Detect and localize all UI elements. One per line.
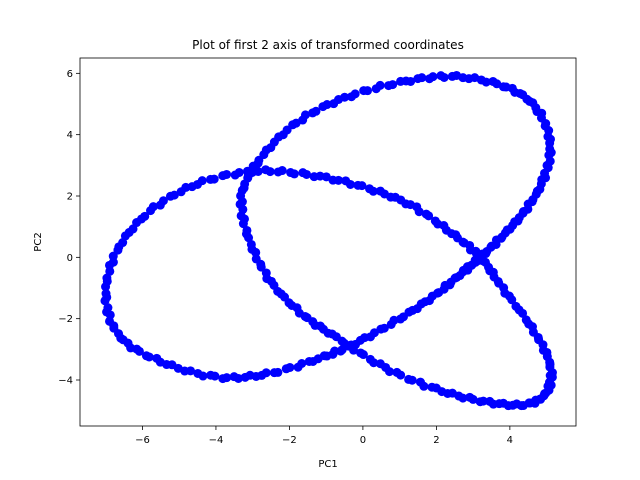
data-point [285,362,295,372]
data-point [186,366,196,376]
data-point [458,393,468,403]
data-point [371,84,381,94]
data-point [113,245,123,255]
data-point [346,92,356,102]
data-point [375,186,385,196]
data-point [230,170,240,180]
data-point [353,180,363,190]
y-tick-label: 6 [67,69,73,80]
y-axis-label: PC2 [33,232,44,251]
data-point [134,346,144,356]
data-point [341,176,351,186]
data-point [261,368,271,378]
data-point [256,262,266,272]
data-point [424,74,434,84]
y-tick-label: 4 [67,130,73,141]
data-point [273,367,283,377]
data-point [421,209,431,219]
data-point [100,296,110,306]
data-point [413,74,423,84]
data-point [436,71,446,81]
x-axis-ticks: −6 −4 −2 0 2 4 [135,426,513,446]
data-point [222,373,232,383]
data-point [407,375,417,385]
chart-title: Plot of first 2 axis of transformed coor… [192,38,464,52]
data-point [379,323,389,333]
data-point [358,350,368,360]
x-tick-label: 2 [433,435,439,446]
data-point [384,81,394,91]
data-point [309,172,319,182]
y-axis-ticks: −4 −2 0 2 4 6 [58,69,80,387]
data-point [478,396,488,406]
data-point [218,171,228,181]
data-point [447,71,457,81]
data-point [273,167,283,177]
data-point [155,200,165,210]
data-point [369,328,379,338]
data-point [146,206,156,216]
data-point [298,168,308,178]
y-tick-label: 0 [67,253,73,264]
data-point [251,247,261,257]
data-point [511,301,521,311]
data-point [488,76,498,86]
data-point [286,168,296,178]
data-point [144,352,154,362]
data-point [297,359,307,369]
data-point [521,315,531,325]
data-point [345,340,355,350]
data-point [396,370,406,380]
data-point [242,166,252,176]
data-point [165,191,175,201]
data-point [329,99,339,109]
data-point [468,394,478,404]
data-point [396,76,406,86]
data-points [100,70,557,411]
x-axis-label: PC1 [318,459,337,470]
y-tick-label: −4 [58,376,73,387]
x-tick-label: −6 [135,435,150,446]
x-tick-label: −4 [209,435,224,446]
data-point [238,219,248,229]
data-point [365,184,375,194]
data-point [308,108,318,118]
plot-frame [79,57,577,427]
data-point [318,102,328,112]
data-point [198,371,208,381]
data-point [385,367,395,377]
data-point [210,371,220,381]
data-point [369,358,379,368]
x-tick-label: 0 [360,435,366,446]
data-point [176,187,186,197]
x-tick-label: −2 [282,435,297,446]
data-point [430,216,440,226]
data-point [328,175,338,185]
y-tick-label: 2 [67,192,73,203]
data-point [233,373,243,383]
data-point [206,174,216,184]
x-tick-label: 4 [507,435,513,446]
data-point [261,165,271,175]
y-tick-label: −2 [58,314,73,325]
data-point [359,86,369,96]
data-point [101,282,111,292]
data-point [419,381,429,391]
